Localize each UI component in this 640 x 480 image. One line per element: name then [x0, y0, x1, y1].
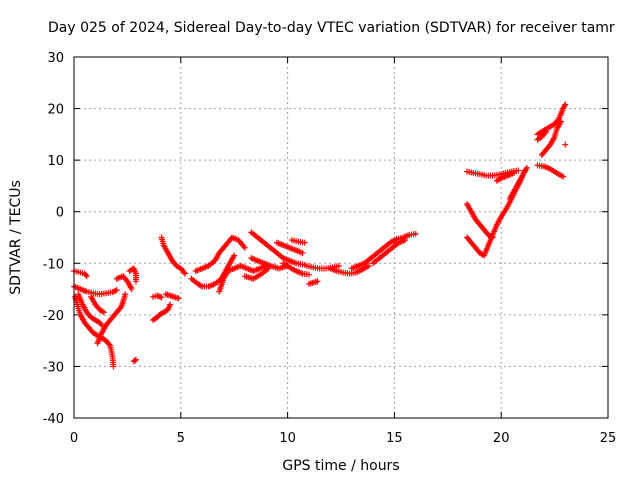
y-tick-label: -30	[43, 360, 64, 375]
x-tick-label: 10	[279, 431, 296, 446]
y-tick-label: -20	[43, 309, 64, 324]
data-point	[100, 309, 107, 316]
data-point	[82, 271, 89, 278]
data-point	[113, 287, 120, 294]
data-point	[562, 101, 569, 108]
data-point	[489, 234, 496, 241]
data-point	[543, 128, 550, 135]
data-point	[515, 167, 522, 174]
data-point	[314, 278, 321, 285]
data-point	[299, 249, 306, 256]
axis-tick-labels: 0 5 10 15 20 25 -40 -30 -20 -10 0 10 20 30	[43, 51, 617, 446]
data-point	[241, 244, 248, 251]
y-tick-label: -10	[43, 257, 64, 272]
x-tick-label: 15	[386, 431, 403, 446]
x-tick-label: 20	[493, 431, 510, 446]
x-axis-label: GPS time / hours	[282, 458, 399, 474]
data-point	[110, 288, 117, 295]
data-point	[97, 320, 104, 327]
y-tick-label: 30	[47, 51, 64, 66]
data-point	[132, 278, 139, 285]
data-point	[541, 130, 548, 137]
data-point	[83, 273, 90, 280]
data-point	[131, 357, 138, 364]
data-point	[116, 305, 123, 312]
data-point	[335, 262, 342, 269]
data-point	[181, 269, 188, 276]
x-tick-label: 0	[70, 431, 78, 446]
data-point	[560, 173, 567, 180]
data-point	[402, 237, 409, 244]
data-point	[511, 170, 518, 177]
data-point	[175, 295, 182, 302]
data-points	[71, 101, 569, 370]
y-tick-label: 0	[56, 206, 64, 221]
data-point	[562, 141, 569, 148]
data-point	[167, 301, 174, 308]
x-tick-label: 5	[177, 431, 185, 446]
data-point	[231, 252, 238, 259]
data-point	[182, 270, 189, 277]
data-point	[132, 356, 139, 363]
y-tick-label: -40	[43, 412, 64, 427]
axis-ticks	[73, 56, 609, 419]
data-point	[110, 363, 117, 370]
plot-frame	[73, 56, 609, 419]
x-tick-label: 25	[600, 431, 617, 446]
data-point	[158, 294, 165, 301]
data-point	[365, 262, 372, 269]
data-point	[412, 230, 419, 237]
data-point	[301, 239, 308, 246]
y-tick-label: 20	[47, 103, 64, 118]
chart-title: Day 025 of 2024, Sidereal Day-to-day VTE…	[48, 20, 615, 36]
data-point	[305, 271, 312, 278]
data-point	[561, 102, 568, 109]
data-point	[122, 291, 129, 298]
data-point	[558, 118, 565, 125]
data-point	[523, 164, 530, 171]
y-tick-label: 10	[47, 154, 64, 169]
data-point	[106, 341, 113, 348]
y-axis-label: SDTVAR / TECUs	[8, 180, 24, 295]
data-point	[128, 286, 135, 293]
grid	[74, 57, 608, 418]
